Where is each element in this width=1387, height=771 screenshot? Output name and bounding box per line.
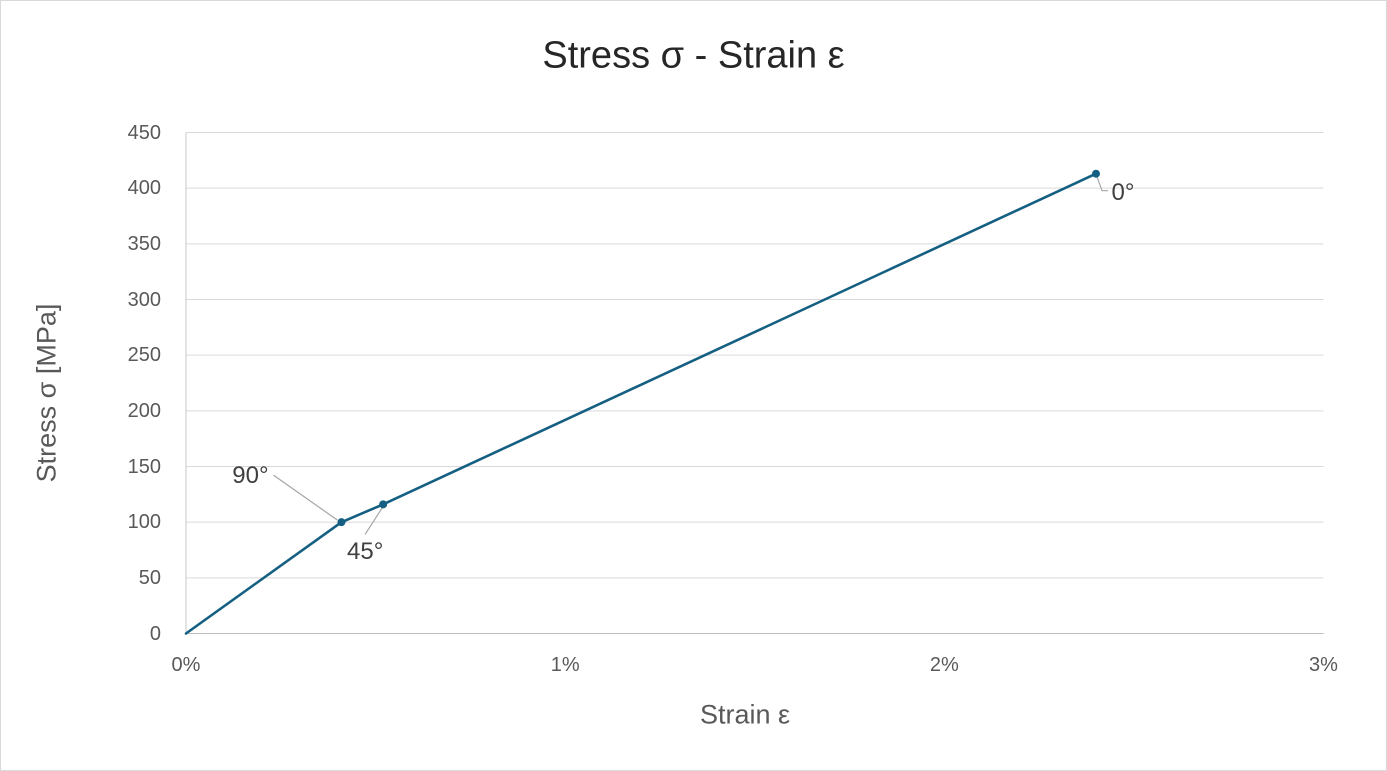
data-point-label: 0° <box>1111 178 1135 206</box>
x-tick-label: 2% <box>929 654 959 676</box>
x-tick-label: 3% <box>1309 654 1338 676</box>
series-line <box>184 172 1098 635</box>
label-leader-line <box>273 474 338 521</box>
y-tick-label: 0 <box>149 622 161 645</box>
data-point-marker <box>337 518 346 527</box>
data-point-label: 90° <box>232 462 269 490</box>
data-point-marker <box>379 500 388 509</box>
label-leader-line <box>364 506 384 535</box>
y-tick-label: 50 <box>138 566 161 589</box>
x-tick-label: 0% <box>171 654 201 676</box>
y-tick-label: 400 <box>127 177 161 200</box>
x-tick-label: 1% <box>550 654 580 676</box>
y-tick-label: 350 <box>127 232 161 255</box>
data-point-marker <box>1092 169 1100 178</box>
label-leader-line <box>1096 176 1108 192</box>
y-tick-label: 150 <box>127 455 161 478</box>
chart-title: Stress σ - Strain ε <box>542 34 845 77</box>
y-tick-label: 200 <box>127 399 161 422</box>
y-tick-label: 100 <box>127 511 161 534</box>
y-tick-label: 300 <box>127 288 161 311</box>
y-tick-label: 450 <box>127 121 161 144</box>
data-point-label: 45° <box>347 538 384 566</box>
x-axis-title: Strain ε <box>699 699 791 730</box>
y-tick-label: 250 <box>127 344 161 367</box>
